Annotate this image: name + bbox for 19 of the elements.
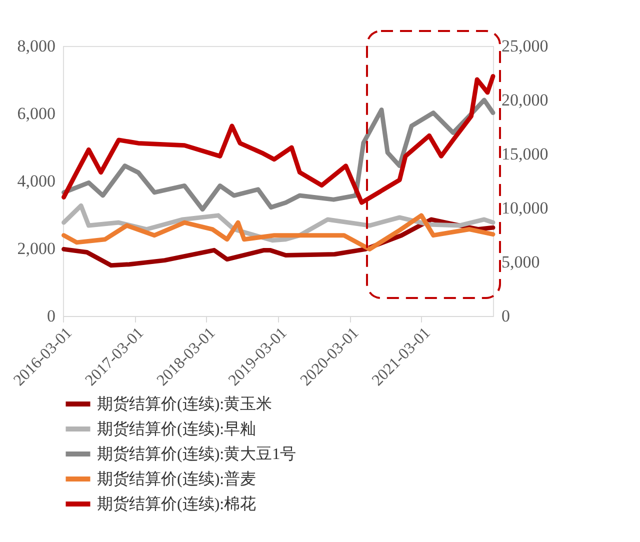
y2-tick-label: 10,000 [502, 198, 548, 218]
y-tick-label: 8,000 [17, 36, 56, 56]
legend-label: 期货结算价(连续):棉花 [97, 495, 256, 513]
y-tick-label: 2,000 [17, 239, 56, 258]
line-series [62, 98, 496, 212]
legend-label: 期货结算价(连续):早籼 [97, 420, 256, 438]
y2-tick-label: 5,000 [502, 252, 540, 272]
y-tick-label: 0 [47, 306, 56, 326]
y2-tick-label: 15,000 [502, 144, 548, 164]
y-tick-label: 6,000 [17, 104, 56, 123]
line-series [62, 74, 496, 205]
legend-label: 期货结算价(连续):黄大豆1号 [97, 445, 296, 463]
y-tick-label: 4,000 [17, 172, 56, 190]
y2-tick-label: 20,000 [502, 90, 548, 110]
y2-tick-label: 0 [502, 306, 510, 326]
legend-label: 期货结算价(连续):黄玉米 [97, 395, 272, 413]
y2-tick-label: 25,000 [502, 36, 548, 56]
line-series [62, 213, 496, 252]
legend-label: 期货结算价(连续):普麦 [97, 470, 256, 488]
